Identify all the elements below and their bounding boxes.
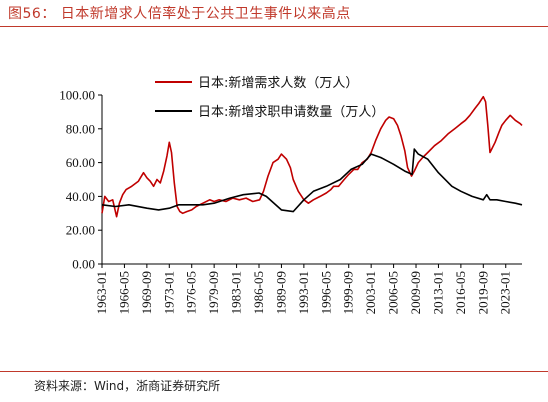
x-axis: 1963-01 1966-05 1969-09 1973-01 1976-05 1979-… bbox=[94, 263, 522, 314]
x-tick-label: 1979-09 bbox=[206, 271, 221, 314]
x-tick-label: 1969-09 bbox=[139, 271, 154, 314]
legend-label: 日本:新增求职申请数量（万人） bbox=[198, 104, 384, 120]
source-rule bbox=[0, 371, 548, 372]
x-tick-label: 1973-01 bbox=[161, 271, 176, 314]
x-tick-label: 2023-01 bbox=[498, 271, 513, 314]
x-tick-label: 2013-01 bbox=[430, 271, 445, 314]
x-tick-label: 1986-05 bbox=[251, 271, 266, 314]
x-tick-label: 1989-09 bbox=[273, 271, 288, 314]
y-tick-label: 80.00 bbox=[66, 121, 95, 136]
y-tick-label: 40.00 bbox=[66, 189, 95, 204]
x-tick-label: 2016-05 bbox=[453, 271, 468, 314]
x-tick-label: 1999-09 bbox=[341, 271, 356, 314]
y-tick-label: 60.00 bbox=[66, 155, 95, 170]
legend-label: 日本:新增需求人数（万人） bbox=[198, 75, 358, 91]
series-line-new-demand bbox=[101, 95, 523, 218]
series-line-new-applications bbox=[101, 148, 523, 213]
x-tick-label: 1966-05 bbox=[116, 271, 131, 314]
x-tick-label: 2006-05 bbox=[386, 271, 401, 314]
x-tick-label: 1996-05 bbox=[318, 271, 333, 314]
x-tick-label: 2003-01 bbox=[363, 271, 378, 314]
x-tick-label: 1983-01 bbox=[229, 271, 244, 314]
y-axis: 100.00 80.00 60.00 40.00 20.00 0.00 bbox=[59, 88, 103, 272]
source-note: 资料来源：Wind，浙商证券研究所 bbox=[34, 379, 221, 393]
x-tick-label: 2009-09 bbox=[408, 271, 423, 314]
legend: 日本:新增需求人数（万人） 日本:新增求职申请数量（万人） bbox=[155, 75, 384, 120]
x-tick-label: 2019-09 bbox=[475, 271, 490, 314]
title-rule bbox=[0, 26, 548, 27]
y-tick-label: 100.00 bbox=[59, 88, 95, 103]
series-layer bbox=[101, 95, 523, 218]
x-tick-label: 1993-01 bbox=[296, 271, 311, 314]
x-tick-label: 1976-05 bbox=[184, 271, 199, 314]
x-tick-label: 1963-01 bbox=[94, 271, 109, 314]
figure-title: 图56： 日本新增求人倍率处于公共卫生事件以来高点 bbox=[8, 6, 351, 22]
y-tick-label: 20.00 bbox=[66, 223, 95, 238]
y-tick-label: 0.00 bbox=[72, 257, 95, 272]
